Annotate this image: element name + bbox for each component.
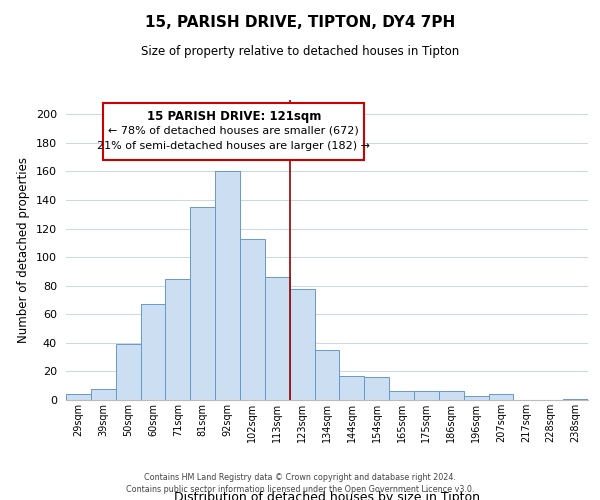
Bar — [190, 207, 215, 400]
Text: Size of property relative to detached houses in Tipton: Size of property relative to detached ho… — [141, 45, 459, 58]
Bar — [389, 392, 414, 400]
Text: 15 PARISH DRIVE: 121sqm: 15 PARISH DRIVE: 121sqm — [146, 110, 321, 123]
Bar — [439, 392, 464, 400]
Text: 15, PARISH DRIVE, TIPTON, DY4 7PH: 15, PARISH DRIVE, TIPTON, DY4 7PH — [145, 15, 455, 30]
Bar — [240, 238, 265, 400]
Bar — [140, 304, 166, 400]
Bar — [116, 344, 140, 400]
Y-axis label: Number of detached properties: Number of detached properties — [17, 157, 30, 343]
Text: 21% of semi-detached houses are larger (182) →: 21% of semi-detached houses are larger (… — [97, 142, 370, 152]
Bar — [290, 288, 314, 400]
Text: Contains public sector information licensed under the Open Government Licence v3: Contains public sector information licen… — [126, 485, 474, 494]
Bar — [340, 376, 364, 400]
Bar — [488, 394, 514, 400]
Bar — [414, 392, 439, 400]
Bar — [364, 377, 389, 400]
Bar — [265, 277, 290, 400]
FancyBboxPatch shape — [103, 103, 364, 160]
Bar — [563, 398, 588, 400]
Bar — [91, 388, 116, 400]
Bar — [464, 396, 488, 400]
Text: ← 78% of detached houses are smaller (672): ← 78% of detached houses are smaller (67… — [109, 126, 359, 136]
Text: Contains HM Land Registry data © Crown copyright and database right 2024.: Contains HM Land Registry data © Crown c… — [144, 472, 456, 482]
Bar — [166, 278, 190, 400]
Bar — [314, 350, 340, 400]
Bar — [215, 172, 240, 400]
Bar — [66, 394, 91, 400]
X-axis label: Distribution of detached houses by size in Tipton: Distribution of detached houses by size … — [174, 491, 480, 500]
